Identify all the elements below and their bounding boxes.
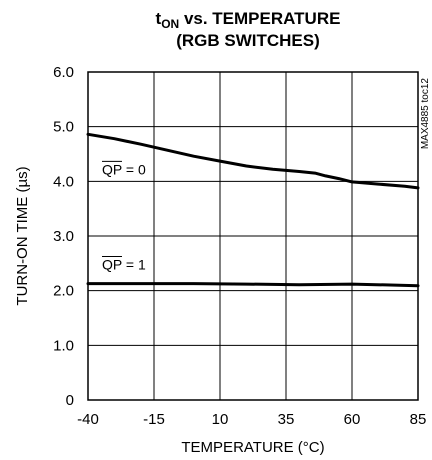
- series-label-text: QP = 0: [102, 161, 146, 177]
- plot-frame: [87, 71, 419, 401]
- chart-title-subscript: ON: [161, 17, 179, 31]
- series-label-1: QP = 0: [102, 160, 146, 177]
- x-tick-label: 35: [278, 411, 295, 428]
- x-axis-label: TEMPERATURE (°C): [181, 439, 324, 456]
- y-tick-label: 0: [66, 392, 74, 409]
- series-line-2: [86, 282, 420, 288]
- y-axis-label: TURN-ON TIME (µs): [14, 166, 31, 305]
- y-tick-label: 5.0: [53, 119, 74, 136]
- annotations: QP = 0QP = 1: [102, 160, 146, 273]
- y-tick-label: 3.0: [53, 228, 74, 245]
- figure-id-label: MAX4885 toc12: [420, 78, 431, 150]
- y-tick-label: 1.0: [53, 337, 74, 354]
- chart-title-line2: (RGB SWITCHES): [176, 31, 320, 50]
- x-tick-label: 10: [212, 411, 229, 428]
- y-tick-labels: 0 1.0 2.0 3.0 4.0 5.0 6.0: [53, 64, 74, 409]
- svg-text:tON vs. TEMPERATURE: tON vs. TEMPERATURE: [156, 9, 341, 31]
- x-tick-labels: -40 -15 10 35 60 85: [77, 411, 426, 428]
- series-label-text: QP = 1: [102, 257, 146, 273]
- x-tick-label: -40: [77, 411, 99, 428]
- x-tick-label: -15: [143, 411, 165, 428]
- series-label-value: = 1: [122, 257, 146, 273]
- chart-title: tON vs. TEMPERATURE (RGB SWITCHES): [156, 9, 341, 50]
- series-line-1: [86, 132, 420, 190]
- y-tick-label: 2.0: [53, 283, 74, 300]
- y-tick-label: 4.0: [53, 173, 74, 190]
- chart-title-rest: vs. TEMPERATURE: [179, 9, 340, 28]
- series-label-value: = 0: [122, 161, 146, 177]
- series-label-qp: QP: [102, 257, 122, 273]
- chart-title-t: t: [156, 9, 162, 28]
- series-label-qp: QP: [102, 161, 122, 177]
- grid: [88, 72, 418, 400]
- x-tick-label: 60: [344, 411, 361, 428]
- y-tick-label: 6.0: [53, 64, 74, 81]
- series-label-2: QP = 1: [102, 256, 146, 273]
- series-layer: [86, 132, 420, 288]
- x-tick-label: 85: [410, 411, 427, 428]
